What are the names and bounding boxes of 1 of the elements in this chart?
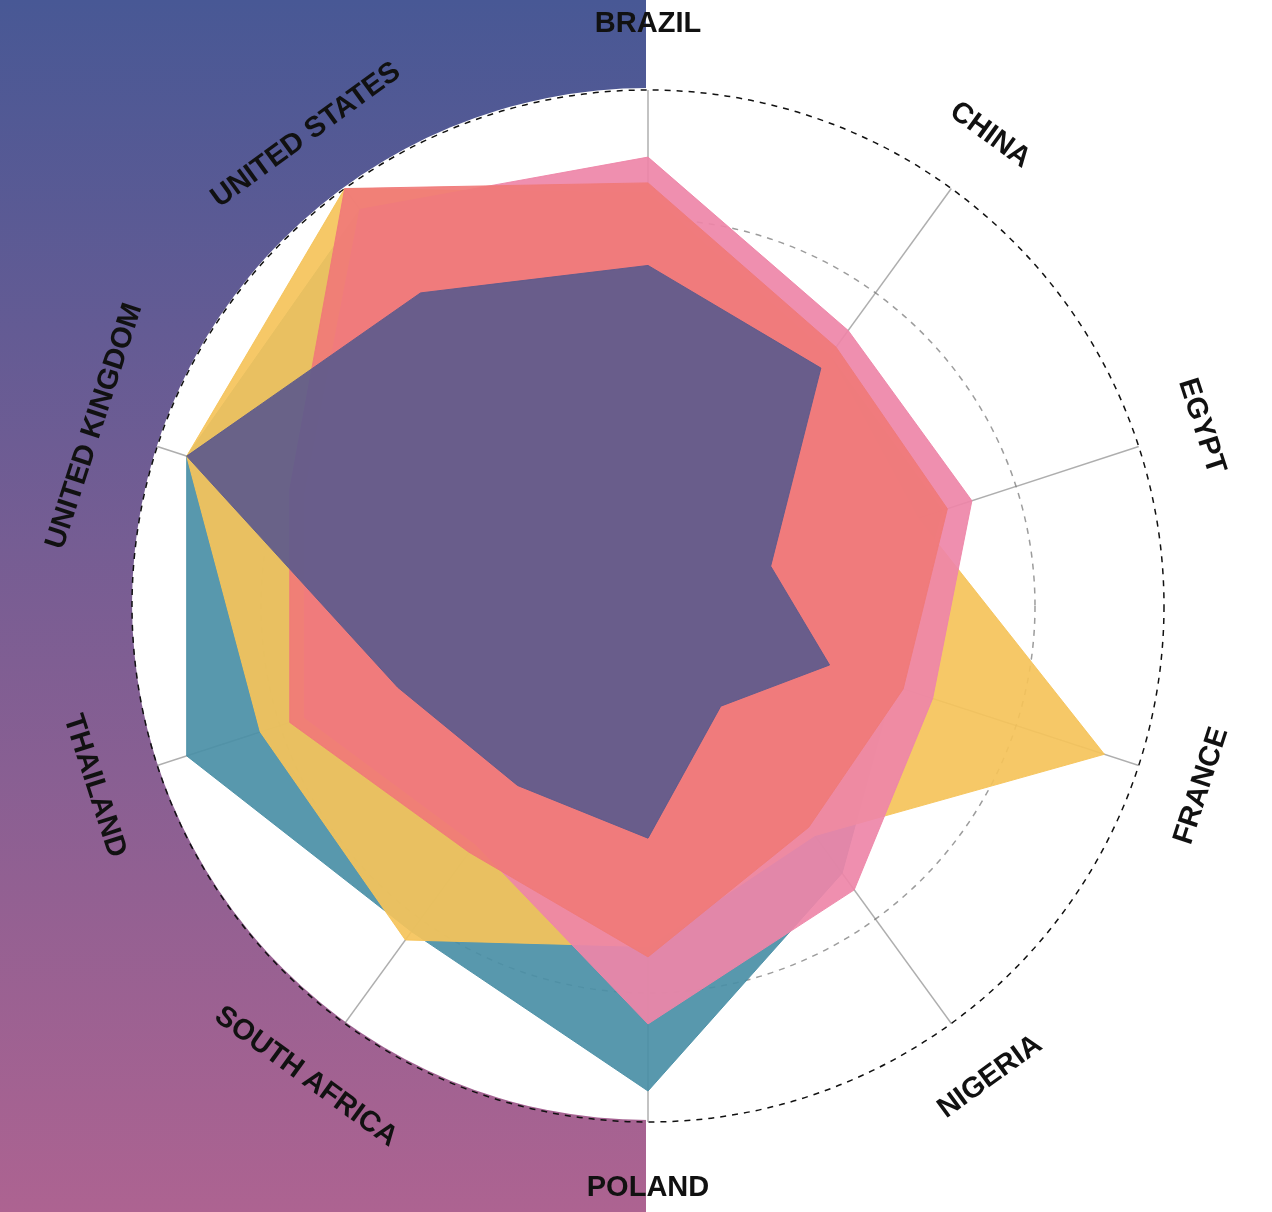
- spoke-label: EGYPT: [1173, 373, 1234, 478]
